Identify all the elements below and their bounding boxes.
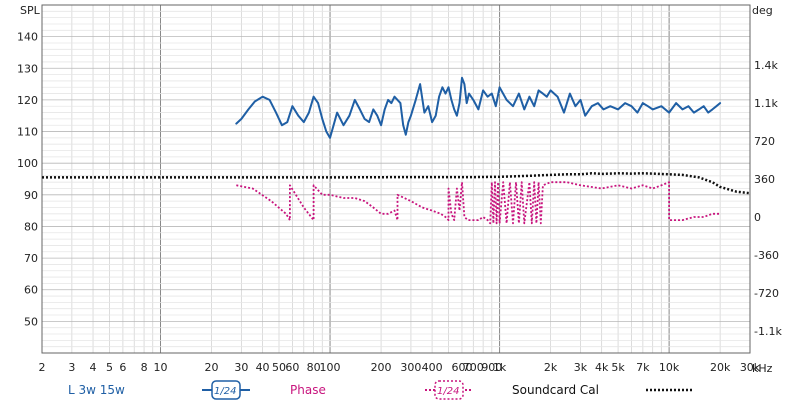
x-tick-label: 60	[285, 361, 299, 374]
x-tick-label: 700	[463, 361, 484, 374]
x-tick-label: 2k	[544, 361, 558, 374]
y-right-tick-label: 1.4k	[754, 59, 778, 72]
x-tick-label: 3k	[574, 361, 588, 374]
y-axis-left-ticks: 50 60 70 80 90 100 110 120 130 140	[17, 31, 38, 329]
y-left-tick-label: 60	[24, 284, 38, 297]
y-right-tick-label: -1.1k	[754, 325, 782, 338]
y-left-tick-label: 120	[17, 94, 38, 107]
x-tick-label: 8	[141, 361, 148, 374]
legend-series3-label: Soundcard Cal	[512, 383, 599, 397]
series-line-1	[235, 76, 722, 139]
x-tick-label: 20	[205, 361, 219, 374]
x-tick-label: 50	[272, 361, 286, 374]
y-right-tick-label: 360	[754, 173, 775, 186]
x-tick-label: 1k	[493, 361, 507, 374]
x-tick-label: 80	[307, 361, 321, 374]
legend-series1-smoothing: 1/24	[214, 386, 236, 397]
x-tick-label: 30	[234, 361, 248, 374]
y-axis-right-ticks: 1.4k 1.1k 720 360 0 -360 -720 -1.1k	[754, 59, 782, 338]
y-right-tick-label: 720	[754, 135, 775, 148]
y-right-tick-label: 0	[754, 211, 761, 224]
x-tick-label: 5k	[611, 361, 625, 374]
y-left-tick-label: 80	[24, 220, 38, 233]
y-left-tick-label: 70	[24, 252, 38, 265]
y-axis-left-label: SPL	[20, 4, 41, 17]
x-tick-label: 300	[400, 361, 421, 374]
x-tick-label: 200	[371, 361, 392, 374]
grid	[41, 4, 751, 354]
y-left-tick-label: 50	[24, 315, 38, 328]
plot-border	[41, 4, 751, 354]
y-left-tick-label: 130	[17, 62, 38, 75]
legend-series2-smoothing-box[interactable]	[434, 380, 464, 400]
x-tick-label: 600	[451, 361, 472, 374]
y-right-tick-label: -360	[754, 249, 779, 262]
y-axis-right-label: deg	[752, 4, 773, 17]
x-tick-label: 3	[68, 361, 75, 374]
y-left-tick-label: 100	[17, 157, 38, 170]
legend-series2-smoothing: 1/24	[437, 386, 459, 397]
series-layer	[42, 76, 751, 225]
x-tick-label: 7k	[636, 361, 650, 374]
x-tick-label: 5	[106, 361, 113, 374]
x-tick-label: 20k	[710, 361, 731, 374]
x-tick-label: 400	[422, 361, 443, 374]
x-tick-label: 10	[154, 361, 168, 374]
x-tick-label: 40	[256, 361, 270, 374]
x-tick-label: 4k	[595, 361, 609, 374]
series-line-2	[236, 181, 721, 225]
legend-series1-label: L 3w 15w	[68, 383, 125, 397]
legend-series2-label: Phase	[290, 383, 326, 397]
y-right-tick-label: 1.1k	[754, 97, 778, 110]
legend: L 3w 15w 1/24 Phase 1/24 Soundcard Cal	[68, 380, 694, 400]
y-left-tick-label: 110	[17, 126, 38, 139]
x-axis-unit-label: kHz	[752, 362, 773, 375]
x-tick-label: 900	[481, 361, 502, 374]
x-tick-label: 30k	[740, 361, 761, 374]
x-tick-label: 6	[119, 361, 126, 374]
x-tick-label: 4	[90, 361, 97, 374]
y-right-tick-label: -720	[754, 287, 779, 300]
y-left-tick-label: 140	[17, 31, 38, 44]
legend-series1-smoothing-box[interactable]	[211, 380, 241, 400]
y-left-tick-label: 90	[24, 189, 38, 202]
x-tick-label: 100	[320, 361, 341, 374]
x-tick-label: 2	[39, 361, 46, 374]
x-tick-label: 10k	[659, 361, 680, 374]
